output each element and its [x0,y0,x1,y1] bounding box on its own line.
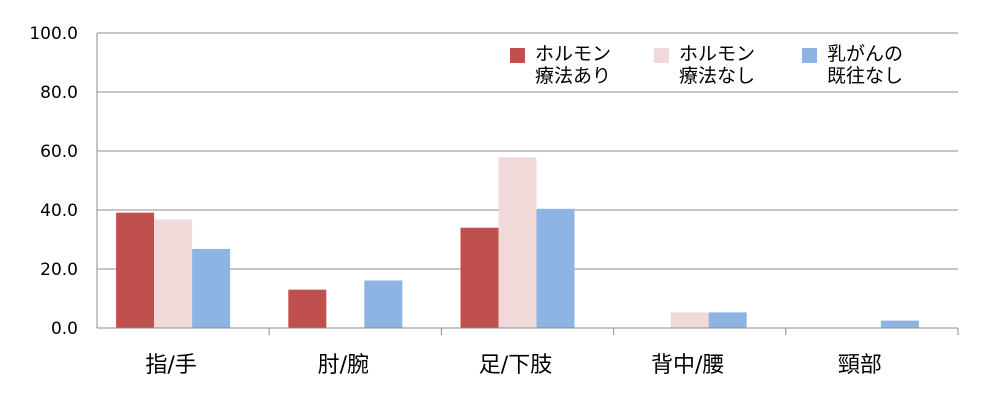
bars [116,157,919,328]
y-tick-label: 0.0 [51,319,78,339]
bar [460,227,499,328]
legend-swatch [654,48,669,63]
bar [536,208,575,328]
y-tick-label: 100.0 [29,24,78,44]
y-tick-label: 40.0 [40,201,78,221]
bar [364,280,403,328]
y-tick-label: 60.0 [40,142,78,162]
legend-swatch [802,48,817,63]
legend-swatch [510,48,525,63]
bar [192,248,231,328]
bar [288,289,327,328]
grid-lines [97,32,958,270]
bar [116,212,155,328]
legend-item: ホルモン療法あり [510,43,611,87]
legend-label: ホルモン療法あり [535,43,611,87]
legend-label: ホルモン療法なし [679,43,755,87]
x-tick-label: 背中/腰 [651,353,724,378]
legend-item: ホルモン療法なし [654,43,755,87]
axes [96,33,959,335]
legend-item: 乳がんの既往なし [802,43,903,87]
bar [154,219,193,328]
legend-label: 乳がんの既往なし [827,43,903,87]
bar [498,157,537,328]
x-tick-label: 肘/腕 [318,353,369,378]
bar [880,320,919,328]
y-tick-label: 80.0 [40,83,78,103]
bar [708,312,747,328]
y-tick-label: 20.0 [40,260,78,280]
y-tick-labels: 0.0 20.0 40.0 60.0 80.0 100.0 [29,24,78,339]
x-tick-label: 足/下肢 [479,353,552,378]
legend: ホルモン療法あり ホルモン療法なし 乳がんの既往なし [510,43,903,87]
x-tick-label: 頸部 [838,353,882,378]
bar [670,312,709,328]
x-tick-label: 指/手 [145,353,196,378]
x-tick-labels: 指/手 肘/腕 足/下肢 背中/腰 頸部 [145,353,882,378]
